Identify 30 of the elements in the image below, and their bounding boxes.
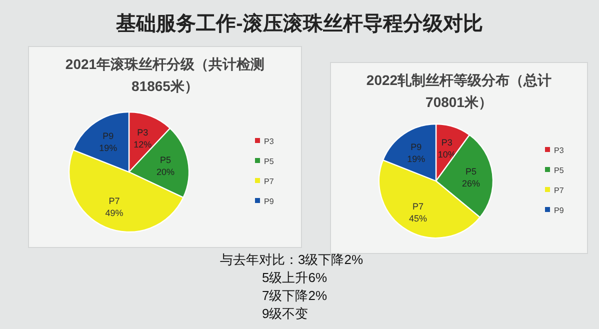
slice-label: P5 bbox=[466, 166, 477, 177]
legend-label: P7 bbox=[554, 186, 564, 195]
data-label: 20% bbox=[156, 167, 175, 178]
legend-label: P3 bbox=[554, 146, 564, 155]
data-label: 19% bbox=[407, 154, 426, 164]
data-label: 45% bbox=[409, 213, 428, 224]
legend-label: P5 bbox=[554, 166, 564, 175]
data-label: 26% bbox=[462, 178, 480, 189]
text: 9级不变 bbox=[262, 306, 308, 322]
slice-label: P9 bbox=[410, 142, 422, 152]
slice-label: P3 bbox=[137, 127, 148, 138]
legend-label: P3 bbox=[264, 137, 274, 146]
data-label: 19% bbox=[99, 143, 118, 154]
slice-label: P5 bbox=[160, 155, 172, 166]
legend-label: P5 bbox=[264, 157, 274, 166]
slice-label: P3 bbox=[441, 137, 452, 148]
text: 基础服务工作-滚压滚珠丝杆导程分级对比 bbox=[115, 12, 484, 37]
chart-title: 2022轧制丝杆等级分布（总计70801米） bbox=[365, 71, 553, 112]
chart-title: 2021年滚珠丝杆分级（共计检测81865米） bbox=[64, 55, 266, 96]
legend-label: P9 bbox=[554, 206, 564, 215]
slice-label: P7 bbox=[412, 201, 424, 212]
legend-label: P7 bbox=[264, 177, 274, 186]
text: 与去年对比：3级下降2% bbox=[220, 252, 364, 268]
text: 7级下降2% bbox=[262, 288, 328, 304]
data-label: 12% bbox=[134, 139, 152, 150]
data-label: 49% bbox=[105, 208, 124, 218]
legend-label: P9 bbox=[264, 197, 274, 206]
text: 5级上升6% bbox=[262, 270, 328, 286]
slice-label: P9 bbox=[102, 131, 114, 142]
slice-label: P7 bbox=[108, 196, 120, 206]
